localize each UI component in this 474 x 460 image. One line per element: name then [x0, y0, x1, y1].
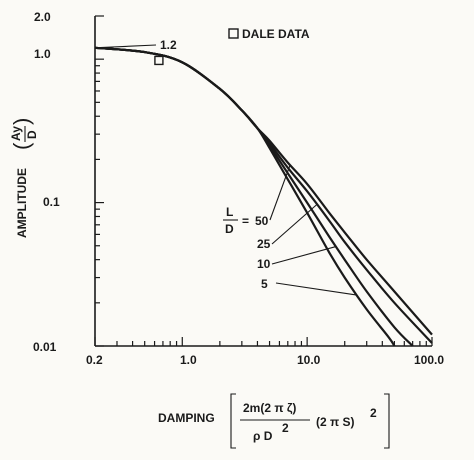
x-axis-label: DAMPING — [158, 411, 215, 425]
y-axis-label-group: AMPLITUDE ( Ay D ) — [9, 118, 39, 238]
param-equals: = — [242, 214, 249, 228]
param-numerator: L — [226, 205, 233, 219]
x-tick-label: 0.2 — [86, 353, 103, 367]
y-axis-fraction-denominator: D — [25, 130, 39, 139]
y-tick-label: 0.01 — [33, 340, 57, 354]
x-tick-label: 10.0 — [297, 353, 321, 367]
x-formula-numerator: 2m(2 π ζ) — [243, 401, 296, 415]
series-line-ld-5 — [94, 46, 396, 347]
data-point-marker — [154, 55, 164, 66]
y-axis-fraction-numerator: Ay — [9, 126, 23, 141]
legend-label: DALE DATA — [242, 27, 310, 41]
series-leader-ld-10 — [271, 246, 337, 265]
y-tick-label: 0.1 — [43, 195, 60, 209]
x-formula-denominator: ρ D — [253, 429, 273, 443]
plot-axes — [94, 16, 432, 347]
axis-ticks — [94, 15, 433, 347]
series-line-ld-10 — [94, 46, 414, 347]
legend-marker-square — [228, 28, 239, 39]
annotations — [94, 44, 357, 296]
series-line-ld-50 — [94, 46, 433, 336]
series-leader-ld-5 — [275, 282, 357, 296]
x-formula-factor-exponent: 2 — [370, 406, 377, 420]
param-denominator: D — [225, 222, 234, 236]
x-formula-factor: (2 π S) — [316, 415, 355, 429]
series-leader-ld-25 — [271, 203, 318, 245]
data-point-leader — [94, 44, 157, 49]
series-leader-ld-50 — [269, 164, 291, 221]
y-axis-label: AMPLITUDE — [15, 168, 29, 238]
x-formula-bracket-left — [230, 393, 236, 449]
x-formula-bracket-right — [384, 393, 390, 449]
y-axis-paren-right: ) — [9, 118, 34, 125]
series-curves — [94, 46, 433, 347]
series-label: 50 — [255, 214, 269, 228]
y-tick-label: 1.0 — [34, 47, 51, 61]
series-label: 10 — [257, 257, 271, 271]
x-tick-label: 1.0 — [180, 353, 197, 367]
x-tick-label: 100.0 — [414, 353, 444, 367]
y-axis-paren-left: ( — [9, 142, 34, 150]
y-tick-label: 2.0 — [34, 10, 51, 24]
series-label: 5 — [261, 277, 268, 291]
series-line-ld-25 — [94, 46, 433, 344]
x-formula-denominator-exponent: 2 — [282, 421, 289, 435]
data-point-label: 1.2 — [160, 38, 177, 52]
series-label: 25 — [257, 237, 271, 251]
